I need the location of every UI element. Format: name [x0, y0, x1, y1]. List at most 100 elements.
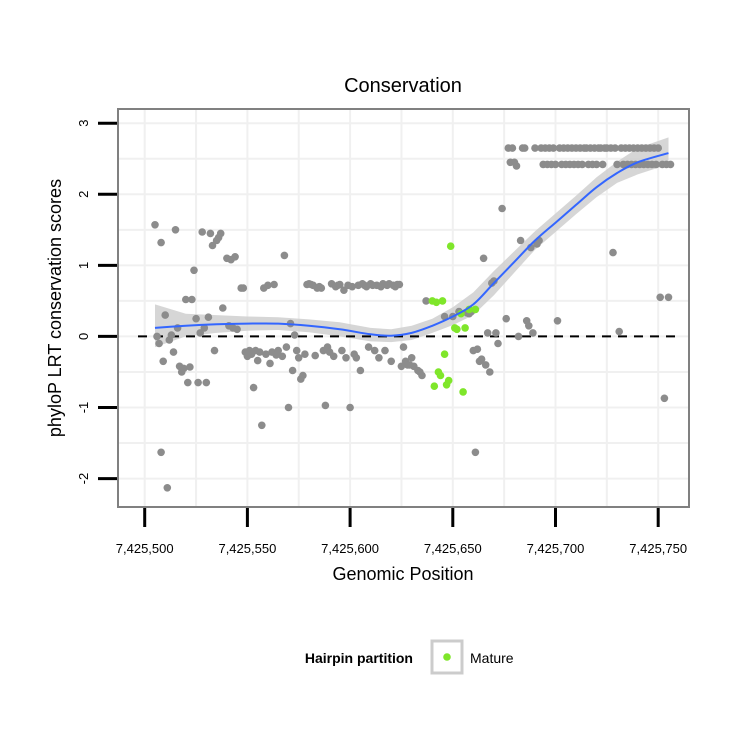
- data-point: [167, 331, 176, 339]
- data-point: [258, 421, 266, 430]
- y-tick-label: -2: [76, 473, 91, 485]
- data-point: [492, 329, 500, 337]
- y-tick-label: 1: [76, 262, 91, 269]
- x-tick-label: 7,425,750: [629, 541, 687, 556]
- x-axis: 7,425,500 7,425,550 7,425,600 7,425,650 7,42…: [116, 508, 687, 556]
- data-point: [290, 331, 299, 339]
- y-axis-title: phyloP LRT conservation scores: [45, 179, 65, 437]
- data-point: [202, 378, 211, 387]
- data-point: [525, 322, 533, 330]
- data-point: [233, 325, 241, 334]
- data-point: [609, 248, 617, 257]
- data-point: [514, 332, 523, 341]
- data-point: [204, 313, 213, 322]
- y-tick-label: 0: [76, 333, 91, 340]
- data-point: [418, 371, 426, 380]
- confidence-band: [155, 137, 669, 348]
- data-point: [531, 144, 539, 152]
- data-point: [652, 160, 660, 169]
- data-point: [551, 160, 560, 169]
- data-point: [194, 378, 202, 387]
- data-point: [529, 329, 537, 337]
- data-point: [155, 339, 163, 348]
- data-point: [196, 329, 204, 337]
- data-point: [578, 160, 586, 169]
- legend-title: Hairpin partition: [305, 650, 413, 666]
- data-point: [301, 350, 309, 359]
- mature-point: [453, 325, 461, 334]
- x-tick-label: 7,425,650: [424, 541, 482, 556]
- mature-point: [432, 298, 441, 307]
- data-point: [208, 241, 217, 250]
- data-point: [336, 280, 344, 289]
- data-point: [611, 144, 619, 152]
- data-point: [395, 280, 404, 289]
- data-point: [274, 346, 283, 355]
- data-points: [151, 144, 675, 492]
- y-tick-label: 2: [76, 191, 91, 198]
- data-point: [317, 284, 326, 292]
- data-point: [664, 293, 673, 302]
- data-point: [342, 354, 350, 362]
- y-tick-label: -1: [76, 402, 91, 414]
- data-point: [422, 297, 430, 305]
- data-point: [292, 346, 301, 355]
- data-point: [210, 346, 219, 355]
- data-point: [157, 448, 165, 457]
- legend: Hairpin partition Mature: [305, 639, 514, 675]
- data-point: [255, 348, 264, 356]
- data-point: [471, 448, 480, 457]
- data-point: [370, 346, 379, 355]
- mature-point: [461, 324, 469, 332]
- data-point: [190, 266, 198, 275]
- data-point: [656, 293, 664, 302]
- mature-point: [436, 371, 445, 380]
- data-point: [216, 229, 225, 238]
- data-point: [483, 329, 492, 337]
- mature-point: [444, 376, 453, 385]
- mature-point: [446, 242, 455, 250]
- data-point: [502, 314, 511, 323]
- smooth-line: [154, 152, 669, 337]
- legend-mature-marker: [443, 653, 451, 661]
- data-point: [481, 361, 490, 369]
- data-point: [270, 280, 278, 289]
- chart-title: Conservation: [344, 75, 462, 97]
- data-point: [440, 312, 449, 321]
- data-point: [188, 295, 196, 304]
- data-point: [477, 355, 486, 364]
- data-point: [266, 359, 274, 368]
- data-point: [399, 343, 408, 351]
- data-point: [161, 311, 169, 319]
- data-point: [264, 281, 272, 290]
- data-point: [159, 357, 167, 366]
- data-point: [381, 346, 389, 355]
- data-point: [321, 401, 330, 410]
- data-point: [666, 160, 675, 169]
- legend-label-mature: Mature: [470, 650, 514, 666]
- data-point: [171, 226, 180, 234]
- data-point: [592, 160, 601, 169]
- data-point: [516, 236, 525, 245]
- data-point: [613, 160, 621, 169]
- grid-lines: [118, 109, 689, 507]
- data-point: [288, 366, 297, 375]
- data-point: [346, 403, 354, 412]
- data-point: [280, 251, 289, 260]
- data-point: [179, 364, 188, 373]
- data-point: [182, 295, 190, 304]
- x-tick-label: 7,425,550: [218, 541, 276, 556]
- data-point: [479, 254, 488, 263]
- data-point: [520, 144, 529, 152]
- data-point: [219, 304, 227, 312]
- data-point: [615, 327, 623, 336]
- x-tick-label: 7,425,700: [527, 541, 585, 556]
- data-point: [598, 160, 607, 169]
- x-tick-label: 7,425,500: [116, 541, 174, 556]
- y-tick-label: 3: [76, 120, 91, 127]
- panel-border: [117, 108, 690, 508]
- data-point: [338, 346, 346, 355]
- data-point: [186, 363, 194, 371]
- data-point: [262, 350, 270, 359]
